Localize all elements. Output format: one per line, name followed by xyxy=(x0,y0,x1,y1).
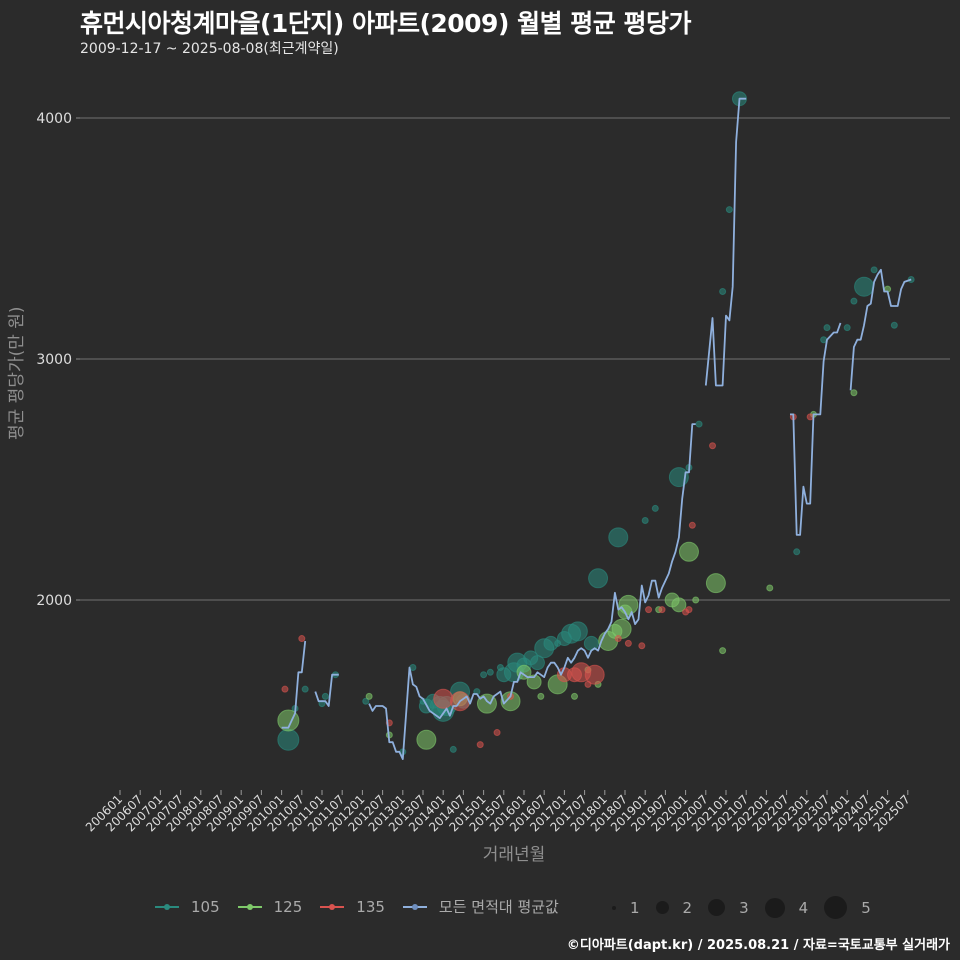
legend-line-icon xyxy=(402,903,427,910)
chart-subtitle: 2009-12-17 ~ 2025-08-08(최근계약일) xyxy=(80,41,339,57)
average-line xyxy=(281,97,912,760)
legend-label: 105 xyxy=(191,897,220,916)
legend-label: 135 xyxy=(356,897,385,916)
x-axis-label: 거래년월 xyxy=(482,845,546,865)
size-legend-item: 1 xyxy=(612,899,640,917)
size-legend: 1 2 3 4 5 xyxy=(612,896,887,919)
size-legend-item: 4 xyxy=(764,897,808,918)
y-axis-ticks: 2000 3000 4000 xyxy=(36,111,80,609)
legend-item-125[interactable]: 125 xyxy=(237,897,303,916)
gridlines xyxy=(80,117,950,601)
size-dot-icon xyxy=(708,899,726,916)
size-dot-icon xyxy=(655,901,669,914)
x-axis-ticks: 2006012006072007012007072008012008072009… xyxy=(83,790,913,835)
size-dot-icon xyxy=(764,897,785,918)
legend-line-icon xyxy=(155,903,179,910)
series-legend: 105 125 135 모든 면적대 평균값 xyxy=(155,896,577,917)
size-legend-item: 2 xyxy=(655,899,692,917)
svg-text:2000: 2000 xyxy=(36,593,72,609)
scatter-points xyxy=(277,91,915,756)
size-legend-item: 3 xyxy=(708,899,749,917)
legend-item-105[interactable]: 105 xyxy=(155,898,220,916)
legend-line-icon xyxy=(237,903,262,910)
legend-label: 모든 면적대 평균값 xyxy=(438,898,559,916)
legend-label: 125 xyxy=(273,897,303,916)
chart-title: 휴먼시아청계마을(1단지) 아파트(2009) 월별 평균 평당가 xyxy=(80,9,692,38)
size-dot-icon xyxy=(824,896,848,919)
svg-text:3000: 3000 xyxy=(36,352,72,368)
legend-item-average[interactable]: 모든 면적대 평균값 xyxy=(402,896,559,917)
size-dot-icon xyxy=(612,905,616,910)
size-legend-item: 5 xyxy=(824,896,871,919)
source-credit: ©디아파트(dapt.kr) / 2025.08.21 / 자료=국토교통부 실… xyxy=(566,938,950,953)
legend-line-icon xyxy=(320,903,345,910)
svg-text:4000: 4000 xyxy=(36,111,72,127)
legend-item-135[interactable]: 135 xyxy=(320,898,385,916)
